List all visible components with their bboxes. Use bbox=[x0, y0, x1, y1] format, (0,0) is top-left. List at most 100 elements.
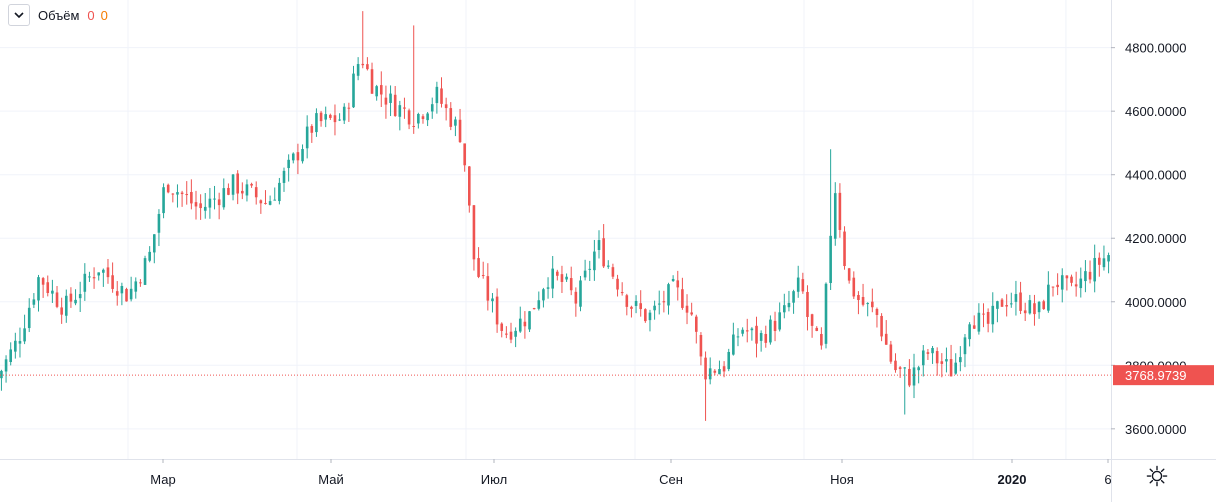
candle bbox=[23, 314, 26, 345]
candle-body bbox=[171, 193, 175, 195]
candle-body bbox=[699, 335, 703, 357]
candle-body bbox=[32, 299, 36, 305]
candle-body bbox=[361, 63, 365, 66]
time-tick-label: 2020 bbox=[998, 472, 1027, 487]
candle bbox=[514, 327, 517, 348]
candle-body bbox=[129, 288, 133, 300]
candle-body bbox=[194, 202, 198, 207]
candle bbox=[694, 314, 698, 344]
candle bbox=[305, 115, 309, 159]
candle bbox=[426, 112, 429, 127]
candle-body bbox=[347, 107, 351, 109]
candle-body bbox=[227, 187, 230, 195]
current-price-label: 3768.9739 bbox=[1125, 368, 1186, 383]
candle bbox=[769, 315, 772, 345]
candle bbox=[162, 183, 165, 219]
candle bbox=[106, 259, 110, 284]
candle bbox=[14, 332, 17, 359]
candle-body bbox=[1079, 278, 1083, 289]
candle-body bbox=[681, 289, 684, 308]
gear-icon[interactable] bbox=[1146, 465, 1168, 487]
candle-body bbox=[722, 366, 726, 372]
candle-body bbox=[810, 314, 814, 326]
candle-body bbox=[4, 359, 8, 372]
candle-body bbox=[268, 201, 272, 205]
candle bbox=[1009, 292, 1013, 308]
candle-body bbox=[97, 272, 101, 276]
candle-body bbox=[1009, 303, 1013, 305]
candle bbox=[74, 289, 77, 306]
candle bbox=[407, 108, 411, 130]
candle bbox=[671, 275, 675, 282]
candle bbox=[528, 310, 531, 333]
candle bbox=[273, 187, 277, 201]
candle-body bbox=[477, 258, 480, 277]
candle-body bbox=[1088, 271, 1092, 280]
candle-body bbox=[833, 193, 837, 239]
candle bbox=[908, 359, 911, 388]
candle bbox=[384, 85, 388, 119]
candle bbox=[481, 261, 485, 279]
grid-lines bbox=[0, 0, 1111, 459]
candle-body bbox=[463, 143, 466, 166]
candle bbox=[783, 293, 786, 319]
candle-body bbox=[352, 73, 355, 108]
candle bbox=[903, 367, 907, 415]
candle-body bbox=[176, 192, 179, 195]
current-price-tag bbox=[1113, 365, 1214, 386]
candle-body bbox=[203, 206, 207, 211]
candle bbox=[250, 182, 253, 188]
candle bbox=[518, 306, 522, 333]
candle-body bbox=[898, 367, 902, 369]
candle-body bbox=[829, 235, 832, 284]
candle-body bbox=[875, 308, 879, 316]
candle bbox=[968, 322, 971, 347]
price-axis[interactable] bbox=[1111, 0, 1216, 459]
candle bbox=[926, 348, 930, 360]
candle bbox=[810, 313, 814, 338]
candle bbox=[444, 97, 448, 121]
candle bbox=[180, 190, 184, 207]
time-tick-label: Сен bbox=[659, 472, 683, 487]
candle bbox=[1070, 274, 1073, 287]
candle-body bbox=[949, 359, 953, 377]
candle bbox=[954, 353, 958, 375]
candle-body bbox=[625, 295, 629, 307]
candle bbox=[857, 291, 860, 315]
candle bbox=[477, 247, 480, 279]
candle bbox=[245, 179, 249, 202]
legend-collapse-button[interactable] bbox=[8, 4, 30, 26]
candle-body bbox=[370, 69, 374, 94]
candle bbox=[861, 283, 865, 307]
candle bbox=[310, 124, 314, 143]
candle bbox=[97, 272, 101, 281]
candle bbox=[1042, 299, 1046, 310]
candle-body bbox=[213, 198, 216, 200]
candle-body bbox=[630, 306, 633, 309]
candle bbox=[278, 177, 281, 205]
candle-body bbox=[671, 278, 675, 282]
candle-body bbox=[889, 344, 893, 362]
time-axis[interactable] bbox=[0, 459, 1111, 502]
candle-body bbox=[736, 336, 740, 338]
candle-body bbox=[546, 287, 550, 289]
candle-body bbox=[620, 292, 624, 294]
candle-body bbox=[435, 86, 439, 104]
candle bbox=[296, 143, 300, 175]
candle-body bbox=[741, 329, 744, 334]
candle-body bbox=[51, 290, 54, 294]
candle-body bbox=[208, 198, 212, 208]
candle-body bbox=[417, 113, 420, 124]
candle-body bbox=[977, 312, 981, 332]
candle-body bbox=[324, 114, 328, 120]
candle bbox=[829, 149, 832, 290]
candle-body bbox=[806, 291, 809, 317]
candle bbox=[718, 360, 721, 375]
candle bbox=[430, 97, 434, 119]
candle bbox=[393, 86, 397, 117]
candle bbox=[1084, 260, 1087, 293]
candle-body bbox=[801, 279, 805, 292]
candle bbox=[606, 260, 610, 269]
candle bbox=[875, 307, 879, 328]
